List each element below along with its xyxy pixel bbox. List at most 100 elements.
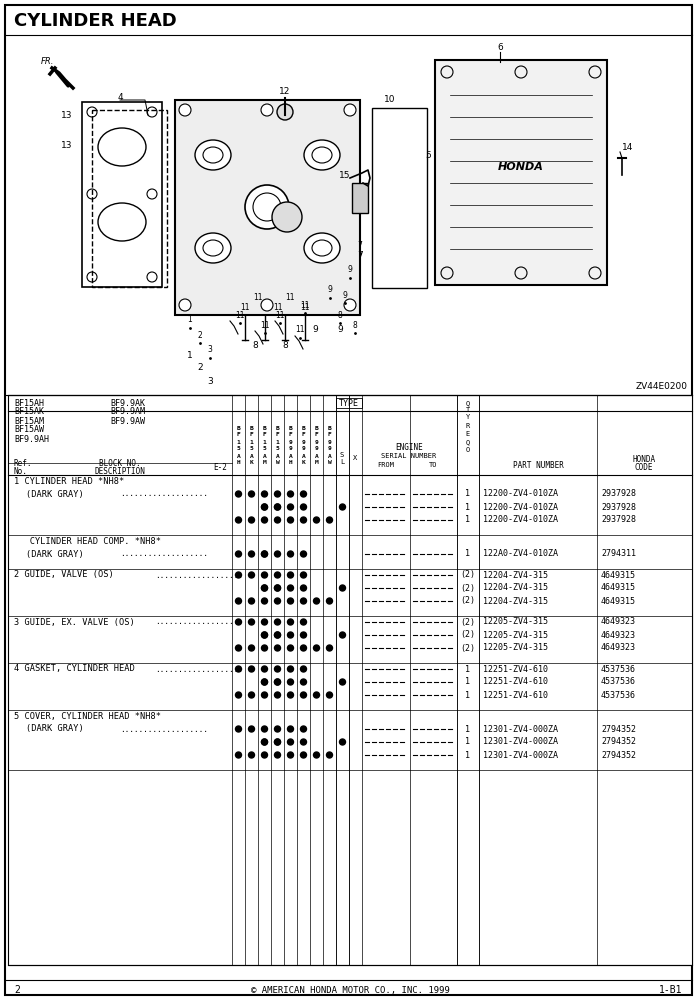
- Circle shape: [300, 598, 307, 604]
- Text: 11: 11: [240, 304, 250, 312]
- Text: 8: 8: [337, 310, 342, 320]
- Text: F: F: [263, 432, 266, 438]
- Circle shape: [275, 585, 280, 591]
- Circle shape: [300, 692, 307, 698]
- Text: 9: 9: [348, 265, 353, 274]
- Text: Y: Y: [466, 414, 470, 420]
- Text: 2: 2: [198, 330, 202, 340]
- Text: 1: 1: [466, 678, 470, 686]
- Text: 1: 1: [466, 724, 470, 734]
- Circle shape: [441, 66, 453, 78]
- Text: ...................: ...................: [155, 570, 243, 580]
- Text: 5 COVER, CYLINDER HEAD *NH8*: 5 COVER, CYLINDER HEAD *NH8*: [14, 712, 161, 720]
- Text: TO: TO: [429, 462, 437, 468]
- Circle shape: [277, 104, 293, 120]
- Circle shape: [261, 619, 268, 625]
- Circle shape: [275, 679, 280, 685]
- Text: F: F: [236, 432, 240, 438]
- Text: 9: 9: [314, 440, 319, 444]
- Text: W: W: [275, 460, 279, 466]
- Circle shape: [339, 632, 346, 638]
- Text: F: F: [275, 432, 279, 438]
- Text: 9: 9: [328, 286, 332, 294]
- Circle shape: [300, 517, 307, 523]
- Circle shape: [245, 185, 289, 229]
- Circle shape: [344, 104, 356, 116]
- Circle shape: [261, 551, 268, 557]
- Text: 10: 10: [384, 96, 396, 104]
- Text: L: L: [340, 459, 344, 465]
- Circle shape: [287, 619, 293, 625]
- Circle shape: [339, 504, 346, 510]
- Circle shape: [261, 504, 268, 510]
- Text: 2937928: 2937928: [601, 516, 636, 524]
- Circle shape: [300, 666, 307, 672]
- Text: A: A: [302, 454, 305, 458]
- Circle shape: [249, 645, 254, 651]
- Circle shape: [287, 666, 293, 672]
- Text: ...................: ...................: [155, 617, 243, 626]
- Circle shape: [249, 752, 254, 758]
- Circle shape: [300, 632, 307, 638]
- Text: 1: 1: [466, 502, 470, 512]
- Circle shape: [515, 267, 527, 279]
- Text: BF9.9AM: BF9.9AM: [110, 408, 145, 416]
- Text: ENGINE: ENGINE: [395, 444, 423, 452]
- Text: 1: 1: [466, 489, 470, 498]
- Circle shape: [589, 267, 601, 279]
- Text: A: A: [263, 454, 266, 458]
- Text: B: B: [250, 426, 254, 430]
- Circle shape: [275, 517, 280, 523]
- Text: 12200-ZV4-010ZA: 12200-ZV4-010ZA: [483, 516, 558, 524]
- Circle shape: [261, 632, 268, 638]
- Text: 9: 9: [289, 446, 292, 452]
- Text: 11: 11: [296, 326, 305, 334]
- Ellipse shape: [312, 147, 332, 163]
- Circle shape: [87, 272, 97, 282]
- Text: TYPE: TYPE: [339, 398, 359, 408]
- Text: 9: 9: [337, 326, 343, 334]
- Bar: [372, 108, 427, 288]
- Text: 2794352: 2794352: [601, 750, 636, 760]
- Text: K: K: [302, 460, 305, 466]
- Text: 13: 13: [61, 110, 72, 119]
- Text: 7: 7: [357, 250, 363, 259]
- Ellipse shape: [98, 203, 146, 241]
- Text: BF15AM: BF15AM: [14, 416, 44, 426]
- Text: HONDA: HONDA: [498, 162, 544, 172]
- Bar: [8, 395, 692, 965]
- Text: R: R: [466, 423, 470, 429]
- Text: H: H: [236, 460, 240, 466]
- Circle shape: [326, 752, 332, 758]
- Text: (DARK GRAY): (DARK GRAY): [26, 550, 84, 558]
- Circle shape: [261, 551, 268, 557]
- Text: 12200-ZV4-010ZA: 12200-ZV4-010ZA: [483, 502, 558, 512]
- Text: 1: 1: [466, 738, 470, 746]
- Circle shape: [275, 619, 280, 625]
- Text: 12251-ZV4-610: 12251-ZV4-610: [483, 678, 548, 686]
- Circle shape: [261, 666, 268, 672]
- Text: 12251-ZV4-610: 12251-ZV4-610: [483, 690, 548, 700]
- Circle shape: [249, 726, 254, 732]
- Circle shape: [249, 517, 254, 523]
- Circle shape: [326, 692, 332, 698]
- Circle shape: [300, 752, 307, 758]
- Circle shape: [287, 551, 293, 557]
- Text: Ref.: Ref.: [14, 458, 33, 468]
- Text: 4649315: 4649315: [601, 570, 636, 580]
- Text: 5: 5: [250, 446, 254, 452]
- Bar: [336, 398, 362, 408]
- Ellipse shape: [304, 233, 340, 263]
- Circle shape: [300, 645, 307, 651]
- Circle shape: [87, 107, 97, 117]
- Text: 12301-ZV4-000ZA: 12301-ZV4-000ZA: [483, 750, 558, 760]
- Circle shape: [275, 598, 280, 604]
- Text: E-2: E-2: [213, 464, 227, 473]
- Ellipse shape: [203, 147, 223, 163]
- Text: E: E: [466, 431, 470, 437]
- Text: FROM: FROM: [378, 462, 395, 468]
- Circle shape: [261, 598, 268, 604]
- Text: 2794311: 2794311: [601, 550, 636, 558]
- Text: 11: 11: [273, 304, 283, 312]
- Circle shape: [249, 598, 254, 604]
